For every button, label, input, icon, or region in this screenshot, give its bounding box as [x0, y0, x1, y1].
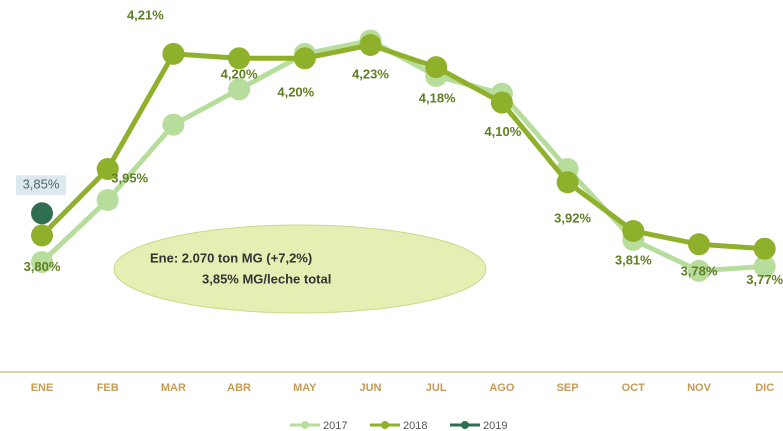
data-label: 4,10%: [484, 124, 521, 139]
marker: [96, 189, 119, 211]
data-label: 3,85%: [23, 177, 60, 192]
marker: [228, 78, 251, 101]
marker: [753, 237, 776, 260]
x-tick-label: JUL: [426, 382, 447, 394]
marker: [228, 47, 251, 70]
x-tick-label: DIC: [755, 382, 774, 394]
marker: [96, 158, 119, 180]
marker: [556, 171, 579, 194]
x-tick-label: MAY: [293, 382, 317, 394]
legend-label: 2018: [403, 420, 427, 431]
x-tick-label: ENE: [31, 382, 54, 394]
x-tick-label: AGO: [489, 382, 515, 394]
data-label: 3,92%: [554, 211, 591, 226]
legend-label: 2017: [323, 420, 347, 431]
x-tick-label: MAR: [161, 382, 186, 394]
marker: [688, 259, 710, 282]
marker: [31, 202, 53, 225]
marker: [425, 56, 448, 79]
data-label: 4,20%: [221, 67, 258, 82]
data-label: 4,20%: [277, 85, 314, 100]
series-line: [40, 42, 765, 252]
annotation: 3,85% MG/leche total: [202, 271, 331, 286]
x-tick-label: SEP: [557, 382, 579, 394]
data-label: 3,78%: [681, 264, 718, 279]
data-label: 3,77%: [746, 272, 783, 287]
x-tick-label: FEB: [97, 382, 119, 394]
x-tick-label: ABR: [227, 382, 251, 394]
marker: [162, 42, 185, 65]
data-label: 4,18%: [419, 91, 456, 106]
data-label: 3,81%: [615, 252, 652, 267]
annotation-bubble: [113, 224, 487, 314]
label-box: [16, 175, 66, 196]
marker: [31, 224, 53, 247]
legend-swatch: [381, 421, 389, 429]
marker: [359, 34, 382, 56]
marker: [162, 113, 185, 136]
legend-swatch: [461, 421, 469, 429]
annotation: Ene: 2.070 ton MG (+7,2%): [150, 250, 312, 265]
data-label: 4,21%: [127, 7, 164, 22]
x-tick-label: JUN: [359, 382, 381, 394]
marker: [490, 91, 513, 114]
marker: [622, 220, 645, 242]
marker: [688, 233, 710, 256]
marker: [753, 255, 776, 278]
data-label: 4,23%: [352, 66, 389, 81]
data-label: 3,80%: [24, 259, 61, 274]
marker: [31, 251, 53, 273]
x-tick-label: NOV: [687, 382, 712, 394]
legend-swatch: [301, 421, 309, 429]
x-tick-label: OCT: [622, 382, 646, 394]
data-label: 3,95%: [111, 170, 148, 185]
marker: [293, 47, 316, 70]
legend-label: 2019: [483, 420, 507, 431]
